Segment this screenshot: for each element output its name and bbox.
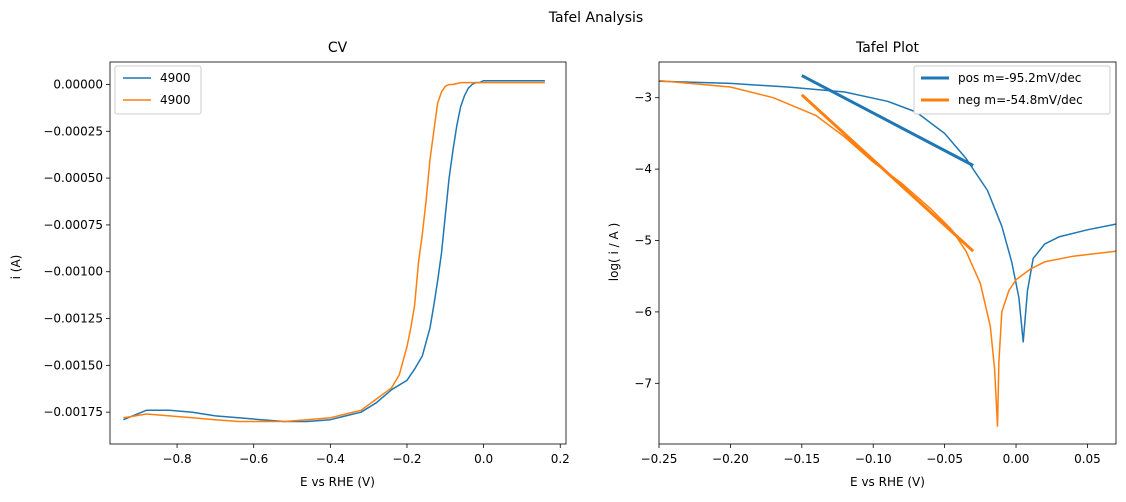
cv-series-line-1 xyxy=(123,79,545,423)
cv-xtick-label: −0.4 xyxy=(316,452,345,466)
tafel-axes: −0.25 −0.20 −0.15 −0.10 −0.05 0.00 0.05 −3 −4 −5 −… xyxy=(607,40,1117,489)
tafel-xtick-label: −0.25 xyxy=(641,452,678,466)
tafel-ytick-label: −4 xyxy=(634,162,652,176)
tafel-fit-line-4 xyxy=(800,93,975,253)
cv-ytick-label: −0.00050 xyxy=(43,171,103,185)
cv-xtick-label: 0.2 xyxy=(551,452,570,466)
cv-title: CV xyxy=(328,40,348,56)
cv-ytick-label: −0.00075 xyxy=(43,218,103,232)
tafel-xtick-label: −0.10 xyxy=(855,452,892,466)
tafel-legend-frame xyxy=(913,65,1111,115)
tafel-legend: pos m=-95.2mV/dec neg m=-54.8mV/dec xyxy=(913,65,1111,115)
tafel-xlabel: E vs RHE (V) xyxy=(850,475,925,489)
cv-xtick-label: 0.0 xyxy=(474,452,493,466)
cv-series-line-2 xyxy=(123,81,545,423)
tafel-xtick-label: 0.05 xyxy=(1074,452,1101,466)
tafel-ytick-label: −5 xyxy=(634,234,652,248)
cv-legend-label-1: 4900 xyxy=(160,71,191,85)
tafel-fit-line-3 xyxy=(801,74,974,167)
tafel-xtick-label: −0.15 xyxy=(783,452,820,466)
tafel-xtick-label: 0.00 xyxy=(1003,452,1030,466)
cv-axes: −0.8 −0.6 −0.4 −0.2 0.0 0.2 0.00000 −0.00025 −0.… xyxy=(9,40,570,489)
tafel-ytick-label: −3 xyxy=(634,91,652,105)
tafel-ylabel: log( i / A ) xyxy=(607,223,621,282)
cv-ytick-label: −0.00150 xyxy=(43,358,103,372)
cv-ylabel: i (A) xyxy=(9,255,23,280)
tafel-legend-label-2: neg m=-54.8mV/dec xyxy=(958,93,1083,107)
tafel-legend-label-1: pos m=-95.2mV/dec xyxy=(958,71,1081,85)
tafel-series-line-2 xyxy=(659,79,1116,427)
tafel-axes-frame xyxy=(658,61,1117,445)
cv-xtick-label: −0.6 xyxy=(239,452,268,466)
cv-ytick-label: −0.00175 xyxy=(43,405,103,419)
cv-ytick-label: −0.00100 xyxy=(43,265,103,279)
cv-ytick-label: 0.00000 xyxy=(53,77,103,91)
cv-xlabel: E vs RHE (V) xyxy=(300,475,375,489)
cv-legend-label-2: 4900 xyxy=(160,93,191,107)
tafel-xtick-label: −0.05 xyxy=(926,452,963,466)
figure-suptitle: Tafel Analysis xyxy=(548,10,643,26)
cv-xtick-label: −0.8 xyxy=(162,452,191,466)
cv-axes-frame xyxy=(109,61,567,445)
tafel-xtick-label: −0.20 xyxy=(712,452,749,466)
tafel-title: Tafel Plot xyxy=(855,40,920,56)
cv-legend: 4900 4900 xyxy=(114,65,202,115)
cv-ytick-label: −0.00025 xyxy=(43,124,103,138)
tafel-ytick-label: −6 xyxy=(634,305,652,319)
tafel-series-line-1 xyxy=(659,80,1116,343)
cv-plot-area xyxy=(123,79,545,423)
tafel-plot-area xyxy=(659,74,1116,427)
cv-xtick-label: −0.2 xyxy=(392,452,421,466)
tafel-ytick-label: −7 xyxy=(634,376,652,390)
cv-ytick-label: −0.00125 xyxy=(43,312,103,326)
